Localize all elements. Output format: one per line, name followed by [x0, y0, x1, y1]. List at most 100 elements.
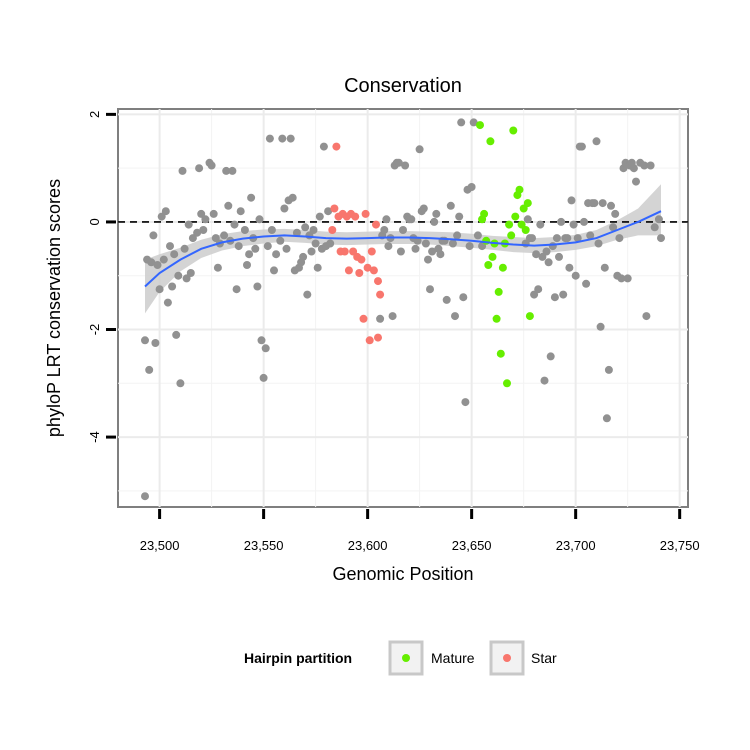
data-point-other	[615, 234, 624, 243]
data-point-other	[261, 344, 270, 353]
data-point-other	[419, 204, 428, 213]
data-point-other	[457, 118, 466, 127]
data-point-other	[592, 137, 601, 146]
data-point-other	[270, 266, 278, 275]
data-point-other	[430, 217, 439, 226]
data-point-other	[149, 231, 158, 240]
smooth-line	[144, 210, 662, 288]
data-point-other	[432, 209, 441, 218]
plot-panel	[117, 108, 689, 508]
data-point-other	[623, 274, 632, 283]
data-point-star	[332, 142, 341, 151]
data-point-other	[313, 263, 322, 272]
data-point-other	[582, 279, 591, 288]
data-point-other	[394, 158, 403, 167]
data-point-other	[650, 223, 659, 232]
data-point-other	[195, 164, 204, 173]
data-point-other	[550, 293, 559, 302]
data-point-other	[255, 215, 264, 224]
y-tick-label: -2	[87, 324, 102, 336]
data-point-other	[415, 145, 424, 154]
data-point-other	[459, 293, 468, 302]
data-point-mature	[505, 220, 514, 229]
data-point-other	[301, 223, 310, 232]
data-point-other	[280, 204, 289, 213]
data-point-mature	[503, 379, 511, 388]
data-point-other	[228, 166, 237, 175]
data-point-other	[222, 166, 231, 175]
data-point-mature	[515, 185, 524, 194]
data-point-other	[401, 161, 410, 170]
data-point-other	[540, 376, 549, 385]
data-point-other	[172, 330, 181, 339]
data-point-other	[536, 220, 545, 229]
data-point-other	[451, 312, 459, 321]
data-point-other	[426, 285, 434, 294]
data-point-other	[253, 282, 262, 291]
data-point-other	[220, 231, 229, 240]
data-point-other	[199, 226, 208, 234]
data-point-other	[532, 250, 541, 259]
data-point-other	[436, 250, 445, 259]
data-point-other	[180, 244, 189, 253]
data-point-other	[594, 239, 603, 248]
data-point-other	[546, 352, 555, 361]
data-point-other	[407, 215, 416, 224]
confidence-ribbon	[145, 184, 661, 314]
data-point-other	[234, 242, 243, 251]
x-tick-label: 23,750	[660, 538, 700, 553]
data-point-other	[534, 285, 543, 294]
data-point-other	[168, 282, 177, 291]
data-point-other	[469, 118, 478, 127]
x-tick-label: 23,550	[244, 538, 284, 553]
data-point-other	[243, 261, 251, 269]
data-point-other	[272, 250, 281, 259]
data-point-mature	[488, 252, 497, 261]
data-point-other	[257, 336, 266, 345]
data-point-other	[170, 250, 179, 259]
y-axis: 2 0 -2 -4	[87, 111, 116, 443]
data-point-other	[188, 234, 197, 243]
data-point-mature	[498, 263, 507, 272]
data-point-other	[602, 414, 611, 423]
data-point-other	[396, 247, 405, 256]
x-tick-label: 23,500	[140, 538, 180, 553]
data-point-other	[251, 244, 260, 253]
data-point-mature	[511, 212, 520, 221]
data-point-other	[542, 247, 551, 256]
data-point-other	[609, 223, 618, 232]
data-point-star	[374, 277, 382, 286]
data-point-mature	[496, 349, 505, 358]
data-point-other	[465, 242, 474, 251]
x-tick-label: 23,650	[452, 538, 492, 553]
confidence-ribbon-area	[145, 184, 661, 314]
data-point-other	[176, 379, 185, 388]
data-point-star	[351, 212, 360, 221]
data-point-other	[577, 142, 586, 151]
data-point-other	[552, 234, 561, 243]
data-point-other	[473, 231, 482, 240]
data-point-other	[286, 134, 295, 143]
data-point-mature	[492, 314, 501, 323]
data-point-other	[245, 250, 254, 259]
data-point-other	[276, 236, 285, 245]
data-point-other	[617, 274, 626, 283]
legend-key-star	[489, 640, 525, 676]
data-point-other	[319, 142, 328, 151]
data-point-other	[213, 263, 222, 272]
data-point-other	[607, 201, 615, 210]
loess-smooth-line	[144, 210, 662, 288]
data-point-other	[380, 226, 389, 234]
data-point-other	[326, 239, 335, 248]
data-point-other	[528, 234, 536, 243]
data-point-other	[428, 247, 437, 256]
x-axis: 23,500 23,550 23,600 23,650 23,700 23,750	[140, 509, 700, 553]
legend-label-mature: Mature	[431, 650, 475, 666]
data-point-other	[267, 226, 276, 234]
legend-marker-star	[503, 654, 511, 662]
data-point-other	[263, 242, 272, 251]
data-point-other	[461, 398, 470, 407]
data-point-other	[232, 285, 241, 294]
data-point-star	[330, 204, 339, 213]
